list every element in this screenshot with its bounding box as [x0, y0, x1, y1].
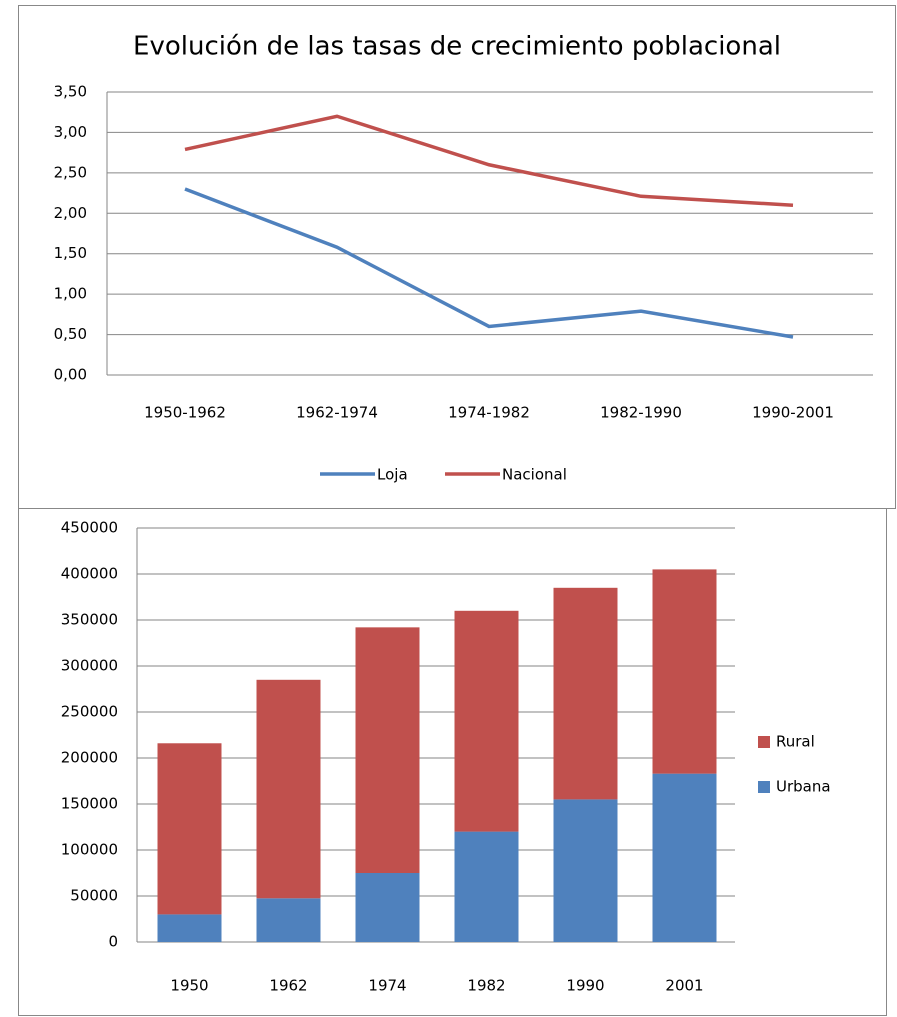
bar-segment	[256, 898, 321, 942]
y-tick-label: 3,00	[54, 123, 87, 141]
x-tick-label: 2001	[665, 977, 703, 995]
y-tick-label: 50000	[70, 887, 118, 905]
x-tick-label: 1950-1962	[144, 404, 226, 422]
line-series	[184, 187, 794, 339]
y-tick-label: 0,50	[54, 325, 87, 343]
x-tick-label: 1962	[269, 977, 307, 995]
y-tick-label: 450000	[61, 519, 118, 537]
x-tick-label: 1962-1974	[296, 404, 378, 422]
y-tick-label: 350000	[61, 611, 118, 629]
bar-segment	[157, 743, 222, 915]
x-tick-label: 1982-1990	[600, 404, 682, 422]
legend-label: Rural	[776, 733, 815, 751]
chart-frame	[18, 5, 896, 509]
bar-segment	[157, 914, 222, 942]
y-tick-label: 0	[108, 933, 118, 951]
y-tick-label: 1,00	[54, 285, 87, 303]
legend-swatch	[758, 736, 770, 748]
bar-segment	[355, 627, 420, 873]
bar-segment	[454, 831, 519, 942]
x-tick-label: 1982	[467, 977, 505, 995]
x-tick-label: 1974-1982	[448, 404, 530, 422]
x-tick-label: 1990-2001	[752, 404, 834, 422]
y-tick-label: 1,50	[54, 244, 87, 262]
legend-label: Nacional	[502, 466, 567, 484]
x-tick-label: 1974	[368, 977, 406, 995]
y-tick-label: 150000	[61, 795, 118, 813]
bar-segment	[355, 873, 420, 942]
y-tick-label: 2,00	[54, 204, 87, 222]
legend-label: Urbana	[776, 778, 831, 796]
y-tick-label: 300000	[61, 657, 118, 675]
chart-title: Evolución de las tasas de crecimiento po…	[133, 32, 781, 62]
bar-segment	[256, 679, 321, 899]
chart-frame	[18, 508, 887, 1016]
y-tick-label: 2,50	[54, 163, 87, 181]
legend-label: Loja	[377, 466, 408, 484]
bar-segment	[553, 587, 618, 800]
y-tick-label: 200000	[61, 749, 118, 767]
y-tick-label: 100000	[61, 841, 118, 859]
bar-segment	[553, 799, 618, 942]
y-tick-label: 0,00	[54, 366, 87, 384]
bar-segment	[652, 569, 717, 774]
line-series	[184, 114, 794, 207]
x-tick-label: 1950	[170, 977, 208, 995]
legend-swatch	[758, 781, 770, 793]
y-tick-label: 3,50	[54, 83, 87, 101]
y-tick-label: 400000	[61, 565, 118, 583]
y-tick-label: 250000	[61, 703, 118, 721]
bar-segment	[652, 773, 717, 942]
bar-segment	[454, 610, 519, 832]
x-tick-label: 1990	[566, 977, 604, 995]
